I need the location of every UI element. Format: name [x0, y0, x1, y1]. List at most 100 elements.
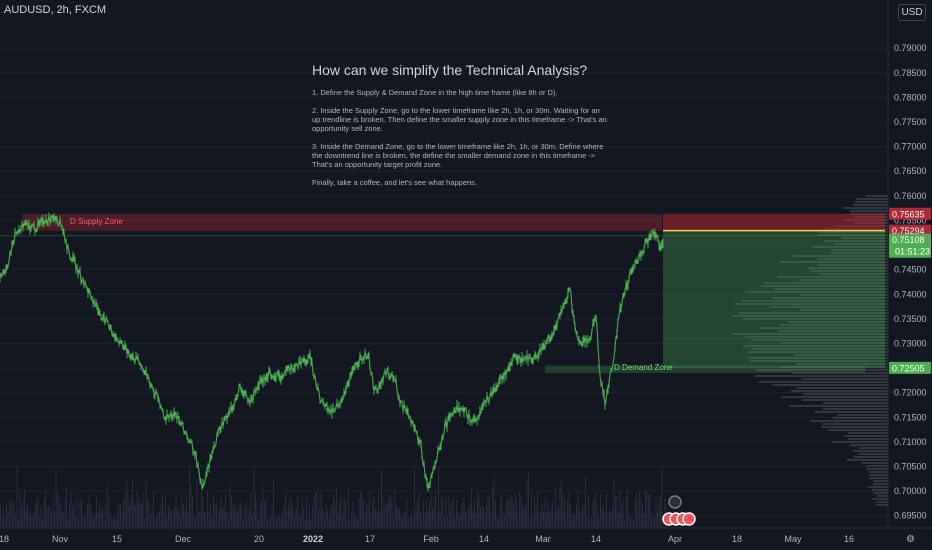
volume-bar [552, 501, 553, 528]
volume-bar [442, 500, 444, 528]
x-tick-label: May [784, 534, 802, 544]
volume-bar [46, 506, 48, 528]
volume-bar [318, 510, 319, 528]
volume-bar [223, 506, 225, 528]
volume-bar [463, 497, 465, 528]
profile-bar [796, 363, 888, 365]
profile-bar [822, 402, 888, 404]
volume-bar [40, 506, 42, 528]
volume-bar [606, 493, 607, 528]
volume-bar [427, 509, 429, 528]
volume-bar [198, 511, 199, 528]
volume-bar [652, 516, 654, 528]
volume-bar [42, 518, 43, 528]
volume-bar [3, 506, 4, 528]
volume-bar [145, 480, 147, 528]
profile-bar [744, 291, 888, 293]
profile-bar [832, 441, 888, 443]
volume-bar [39, 515, 40, 528]
volume-bar [93, 518, 94, 528]
volume-bar [265, 499, 267, 528]
volume-bar [120, 504, 121, 528]
volume-bar [274, 517, 276, 528]
event-icon[interactable] [668, 495, 682, 509]
volume-bar [226, 512, 228, 528]
volume-bar [627, 489, 628, 528]
volume-bar [661, 467, 663, 528]
y-tick-label: 0.76000 [894, 191, 927, 201]
x-tick-label: 20 [254, 534, 264, 544]
profile-bar [789, 405, 888, 407]
volume-bar [450, 505, 451, 528]
gear-icon[interactable]: ⚙ [906, 534, 915, 545]
volume-bar [498, 519, 499, 528]
volume-bar [394, 490, 396, 528]
profile-bar [843, 207, 888, 209]
volume-bar [637, 499, 639, 528]
profile-bar [748, 351, 888, 353]
price-tag: 0.72505 [892, 363, 925, 373]
volume-bar [645, 490, 646, 528]
volume-bar [160, 502, 162, 528]
volume-bar [136, 490, 138, 528]
x-tick-label: 16 [844, 534, 854, 544]
volume-bar [486, 504, 487, 528]
profile-bar [756, 369, 888, 371]
volume-bar [508, 499, 510, 528]
volume-bar [456, 499, 457, 528]
zone-label: D Supply Zone [70, 217, 123, 226]
volume-bar [522, 501, 523, 528]
volume-bar [64, 499, 66, 528]
volume-bar [516, 498, 517, 528]
volume-bar [51, 512, 52, 528]
volume-bar [642, 503, 643, 528]
zone-label: D Demand Zone [614, 363, 673, 372]
profile-bar [742, 345, 888, 347]
volume-bar [235, 505, 237, 528]
volume-bar [493, 475, 495, 528]
x-tick-label: Feb [423, 534, 439, 544]
volume-bar [438, 465, 439, 528]
volume-bar [660, 495, 661, 528]
volume-bar [531, 490, 532, 528]
volume-bar [307, 519, 309, 528]
volume-bar [595, 491, 597, 528]
volume-bar [342, 515, 343, 528]
volume-bar [387, 503, 388, 528]
profile-bar [818, 273, 888, 275]
volume-bar [622, 500, 624, 528]
profile-bar [817, 234, 888, 236]
volume-bar [253, 469, 255, 528]
volume-bar [535, 505, 537, 528]
volume-bar [187, 513, 189, 528]
y-tick-label: 0.77500 [894, 117, 927, 127]
time-axis-panel[interactable] [0, 528, 932, 550]
volume-bar [159, 510, 160, 528]
symbol-title[interactable]: AUDUSD, 2h, FXCM [4, 4, 107, 16]
position-layer [663, 213, 885, 368]
volume-bar [25, 506, 27, 528]
volume-bar [180, 516, 181, 528]
volume-bar [348, 486, 349, 528]
price-axis-panel[interactable] [888, 0, 932, 528]
volume-layer [0, 47, 888, 528]
volume-bar [90, 505, 91, 528]
volume-bar [15, 514, 16, 528]
profile-bar [850, 210, 888, 212]
profile-bar [852, 204, 888, 206]
volume-bar [340, 494, 342, 528]
volume-bar [79, 498, 81, 528]
volume-bar [475, 513, 477, 528]
volume-bar [292, 506, 294, 528]
volume-bar [34, 505, 36, 528]
volume-bar [643, 512, 645, 528]
event-icon[interactable] [682, 512, 696, 526]
volume-bar [204, 511, 205, 528]
x-tick-label: 14 [591, 534, 601, 544]
volume-bar [390, 494, 391, 528]
volume-bar [250, 491, 252, 528]
currency-button[interactable]: USD [898, 4, 926, 21]
